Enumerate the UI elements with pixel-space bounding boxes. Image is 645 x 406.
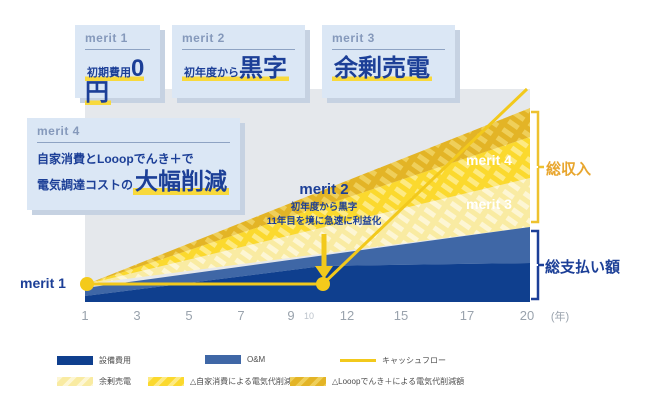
surplus-swatch [57, 377, 93, 386]
x-tick-15: 15 [393, 308, 409, 323]
x-tick-7: 7 [237, 308, 245, 323]
self-consumption-swatch [148, 377, 184, 386]
merit-box-4-line2-big: 大幅削減 [133, 168, 230, 195]
merit-box-1-header: merit 1 [85, 31, 128, 45]
merit2-annotation: merit 2 初年度から黒字 11年目を境に急速に利益化 [245, 181, 403, 229]
legend-item-cashflow: キャッシュフロー [340, 355, 446, 366]
legend-label-om: O&M [247, 355, 266, 364]
merit2-annotation-line2: 11年目を境に急速に利益化 [266, 215, 382, 227]
x-tick-1: 1 [81, 308, 89, 323]
merit-box-3-header: merit 3 [332, 31, 375, 45]
merit3-band-label: merit 3 [466, 196, 512, 212]
cashflow-swatch [340, 359, 376, 362]
x-tick-3: 3 [133, 308, 141, 323]
payment-bracket [531, 229, 544, 301]
merit-box-3: merit 3 余剰売電 [322, 25, 455, 98]
merit-box-2-big-text: 黒字 [239, 55, 287, 82]
merit-box-4: merit 4 自家消費とLooopでんき＋で 電気調達コストの大幅削減 [27, 118, 240, 210]
legend-item-surplus: 余剰売電 [57, 376, 131, 387]
merit-box-2-divider [182, 49, 295, 50]
om-swatch [205, 355, 241, 364]
area-om-cost [85, 227, 530, 296]
legend-label-surplus: 余剰売電 [99, 377, 131, 386]
merit2-arrow-head [315, 266, 333, 279]
merit4-band-label: merit 4 [466, 152, 512, 168]
x-tick-20: 20 [519, 308, 535, 323]
merit-box-2-small-text: 初年度から [184, 67, 239, 79]
merit-box-4-line2-small: 電気調達コストの [37, 178, 134, 192]
income-bracket [531, 110, 544, 224]
income-bracket-label: 総収入 [546, 161, 592, 178]
merit-box-4-divider [37, 142, 230, 143]
merit-box-2-header: merit 2 [182, 31, 225, 45]
x-tick-10: 10 [303, 311, 315, 321]
legend-item-equipment: 設備費用 [57, 355, 131, 366]
area-looop-denki-saving [87, 108, 530, 284]
legend-item-om: O&M [205, 355, 265, 364]
cashflow-start-dot [80, 277, 94, 291]
merit-box-1-divider [85, 49, 150, 50]
legend-item-looop-denki: △Looopでんき＋による電気代削減額 [290, 376, 464, 387]
merit-box-1-small-text: 初期費用 [87, 67, 131, 79]
merit-box-3-big-text: 余剰売電 [334, 55, 430, 82]
merit-box-1-big-text: 0円 [85, 55, 145, 106]
legend-item-self-consumption: △自家消費による電気代削減額 [148, 376, 300, 387]
legend-label-looop-denki: △Looopでんき＋による電気代削減額 [332, 377, 465, 386]
equipment-swatch [57, 356, 93, 365]
merit-box-2: merit 2 初年度から黒字 [172, 25, 305, 98]
legend-label-equipment: 設備費用 [99, 356, 131, 365]
x-axis-unit: (年) [550, 311, 570, 323]
x-tick-17: 17 [459, 308, 475, 323]
payment-bracket-label: 総支払い額 [545, 259, 621, 276]
looop-denki-swatch [290, 377, 326, 386]
merit-box-3-divider [332, 49, 445, 50]
x-tick-5: 5 [185, 308, 193, 323]
cashflow-breakeven-dot [316, 277, 330, 291]
merit2-annotation-line1: 初年度から黒字 [290, 202, 358, 213]
legend-label-self-consumption: △自家消費による電気代削減額 [190, 377, 300, 386]
merit-box-4-line1: 自家消費とLooopでんき＋で [37, 152, 194, 166]
x-tick-9: 9 [287, 308, 295, 323]
merit-box-4-header: merit 4 [37, 124, 80, 138]
legend-label-cashflow: キャッシュフロー [382, 356, 446, 365]
merit2-annotation-title: merit 2 [299, 181, 349, 198]
merit-box-1: merit 1 初期費用0円 [75, 25, 160, 105]
merit1-point-label: merit 1 [20, 275, 66, 291]
x-tick-12: 12 [339, 308, 355, 323]
